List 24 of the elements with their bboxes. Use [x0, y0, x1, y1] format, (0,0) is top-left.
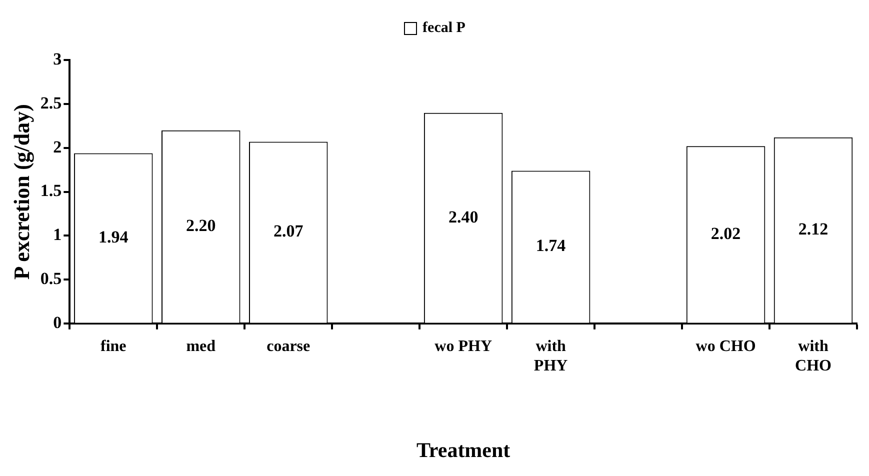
data-label: 2.20	[186, 216, 216, 236]
data-label: 1.74	[536, 236, 566, 256]
x-tick-label: with CHO	[795, 338, 832, 374]
x-axis-title: Treatment	[416, 438, 510, 462]
x-tick-label: wo CHO	[696, 338, 756, 356]
text: fecal P	[422, 20, 466, 36]
data-label: 2.40	[448, 207, 478, 226]
x-tick-label: med	[186, 338, 216, 356]
data-label: 2.12	[798, 220, 828, 239]
data-label: 2.02	[710, 224, 741, 243]
x-tick-label: coarse	[266, 338, 310, 356]
y-tick-label: 0	[53, 312, 62, 332]
data-label: 1.94	[98, 227, 129, 246]
y-axis-title: P excretion (g/day)	[8, 104, 34, 280]
x-tick-label: wo PHY	[434, 338, 492, 356]
x-tick-label: with PHY	[534, 338, 568, 374]
y-tick-label: 3	[53, 50, 62, 69]
y-tick-label: 2.5	[40, 93, 62, 112]
y-tick-label: 0.5	[40, 268, 62, 288]
data-label: 2.07	[273, 222, 304, 241]
x-tick-label: fine	[100, 338, 126, 356]
y-tick-label: 1.5	[40, 181, 62, 200]
y-tick-label: 1	[53, 225, 62, 244]
y-tick-label: 2	[53, 137, 62, 156]
